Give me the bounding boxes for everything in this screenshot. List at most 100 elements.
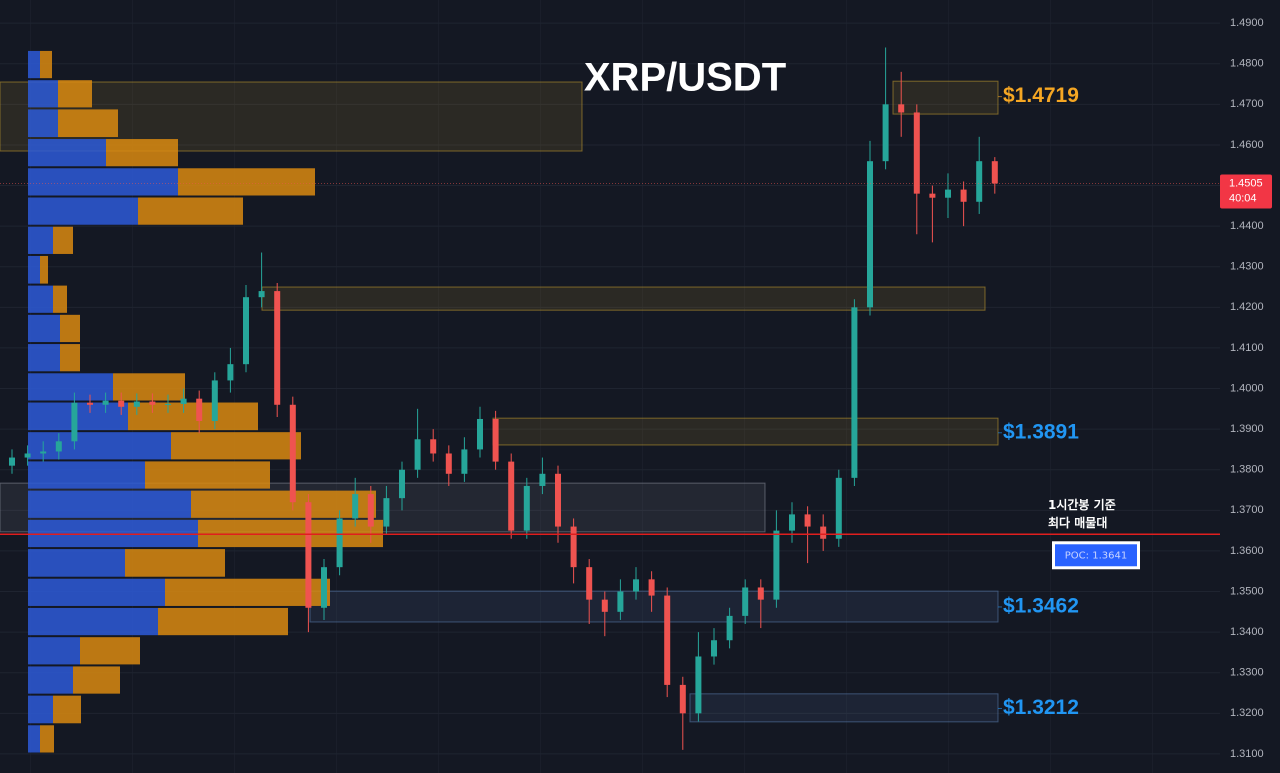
profile-layer — [28, 50, 383, 753]
candle-body — [24, 453, 31, 458]
profile-buy-bar — [28, 461, 145, 489]
y-tick-label: 1.3800 — [1230, 464, 1264, 476]
last-price-label: 1.4505 — [1229, 177, 1263, 189]
y-tick-label: 1.3600 — [1230, 545, 1264, 557]
profile-sell-bar — [128, 402, 258, 431]
y-tick-label: 1.3900 — [1230, 423, 1264, 435]
profile-sell-bar — [80, 637, 140, 665]
candle-body — [133, 401, 140, 407]
profile-sell-bar — [58, 109, 118, 138]
y-tick-label: 1.3400 — [1230, 626, 1264, 638]
profile-sell-bar — [198, 519, 383, 548]
countdown-label: 40:04 — [1229, 192, 1257, 204]
profile-sell-bar — [158, 607, 288, 636]
candle-body — [648, 579, 655, 596]
candle-body — [773, 530, 780, 600]
profile-buy-bar — [28, 725, 40, 753]
poc-label: POC: 1.3641 — [1065, 550, 1127, 561]
y-tick-label: 1.3500 — [1230, 585, 1264, 597]
level-label: $1.3891 — [1003, 420, 1079, 443]
candle-body — [399, 469, 405, 499]
profile-buy-bar — [28, 402, 128, 431]
candle-body — [555, 473, 561, 527]
y-tick-label: 1.3700 — [1230, 504, 1264, 516]
chart-title: XRP/USDT — [584, 56, 786, 100]
candle-body — [960, 189, 967, 202]
y-tick-label: 1.4800 — [1230, 58, 1264, 70]
candle-body — [570, 526, 577, 568]
profile-sell-bar — [125, 549, 225, 577]
candle-body — [274, 291, 281, 405]
candle-body — [945, 189, 951, 198]
y-tick-label: 1.4300 — [1230, 261, 1264, 273]
profile-sell-bar — [113, 373, 185, 401]
annotation: 최다 매물대 — [1048, 515, 1107, 530]
profile-buy-bar — [28, 226, 53, 254]
profile-sell-bar — [191, 490, 376, 518]
candle-body — [523, 485, 530, 531]
candle-body — [227, 364, 234, 381]
profile-sell-bar — [40, 725, 54, 753]
candle-body — [461, 449, 468, 474]
profile-sell-bar — [60, 314, 80, 343]
candle-body — [180, 398, 187, 404]
candle-body — [55, 441, 62, 452]
candle-body — [539, 473, 546, 486]
profile-sell-bar — [138, 197, 243, 225]
profile-sell-bar — [145, 461, 270, 489]
poc-box — [1055, 544, 1137, 567]
zone-box — [261, 286, 986, 311]
candle-body — [305, 502, 312, 608]
candle-body — [617, 591, 624, 612]
candle-body — [757, 587, 764, 600]
candle-body — [867, 161, 873, 308]
candle-body — [695, 656, 702, 714]
y-tick-label: 1.4000 — [1230, 382, 1264, 394]
candle-body — [851, 307, 858, 478]
level-label: $1.3462 — [1003, 594, 1079, 617]
profile-buy-bar — [28, 666, 73, 694]
y-tick-label: 1.3300 — [1230, 667, 1264, 679]
candle-body — [789, 514, 795, 531]
profile-buy-bar — [28, 549, 125, 577]
candle-body — [726, 615, 733, 641]
profile-buy-bar — [28, 255, 40, 284]
annotation: 1시간봉 기준 — [1048, 497, 1116, 512]
candle-body — [711, 640, 717, 657]
candle-body — [9, 457, 15, 466]
candle-body — [258, 291, 265, 298]
level-label: $1.3212 — [1003, 696, 1079, 719]
profile-sell-bar — [171, 432, 301, 460]
candle-body — [820, 526, 827, 539]
candle-body — [898, 104, 905, 113]
profile-buy-bar — [28, 109, 58, 138]
candle-body — [991, 161, 998, 184]
zone-box — [309, 590, 999, 623]
profile-buy-bar — [28, 80, 58, 108]
candle-body — [430, 439, 437, 454]
candle-body — [445, 453, 452, 474]
y-tick-label: 1.3100 — [1230, 748, 1264, 760]
profile-buy-bar — [28, 432, 171, 460]
y-tick-label: 1.4600 — [1230, 139, 1264, 151]
candle-body — [835, 477, 842, 539]
y-tick-label: 1.4100 — [1230, 342, 1264, 354]
candle-body — [477, 418, 483, 450]
candle-body — [102, 400, 109, 405]
zone-box — [492, 417, 999, 446]
profile-buy-bar — [28, 314, 60, 343]
candle-body — [882, 104, 889, 162]
candle-body — [367, 494, 374, 527]
candle-body — [633, 579, 639, 592]
candle-body — [196, 398, 203, 422]
candle-body — [87, 402, 93, 405]
y-tick-label: 1.4900 — [1230, 17, 1264, 29]
candle-body — [211, 380, 218, 422]
zone-box — [689, 693, 999, 723]
profile-buy-bar — [28, 139, 106, 167]
candle-body — [118, 400, 125, 407]
profile-sell-bar — [53, 226, 73, 254]
profile-sell-bar — [58, 80, 92, 108]
profile-buy-bar — [28, 490, 191, 518]
profile-sell-bar — [53, 285, 67, 313]
